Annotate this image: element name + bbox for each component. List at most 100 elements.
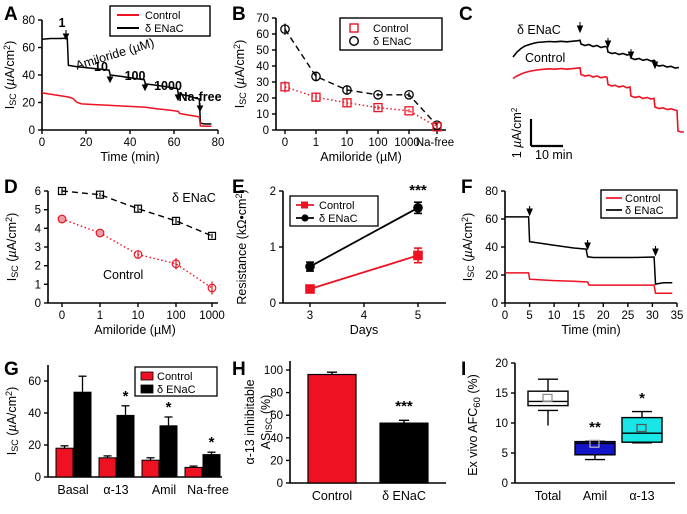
- panel-h-ytick-20: 20: [270, 455, 283, 467]
- panel-d-points-denac: [57, 186, 217, 241]
- panel-c-scalebar-vertical: 1 µA/cm2: [510, 107, 524, 158]
- panel-a-xtick-0: 0: [39, 137, 45, 149]
- panel-i-ytick-0: 0: [502, 478, 508, 490]
- panel-d-points-control: [57, 214, 217, 295]
- panel-f-chart: 0 20 40 60 80 0 5 10 15 20 25 30: [460, 186, 683, 337]
- panel-a-xtick-40: 40: [124, 137, 137, 149]
- panel-f-xtick-35: 35: [671, 310, 684, 322]
- panel-a-ytick-40: 40: [22, 70, 35, 82]
- panel-i-star-amil: **: [589, 419, 601, 436]
- panel-a-ann-dose1000: 1000: [154, 79, 182, 93]
- panel-f-xtick-10: 10: [548, 310, 561, 322]
- panel-g-errorbars: [60, 375, 216, 468]
- panel-f-xtick-20: 20: [597, 310, 610, 322]
- panel-f-legend-denac: δ ENaC: [625, 205, 664, 217]
- panel-f-xtick-25: 25: [622, 310, 635, 322]
- panel-a-ann-dose1: 1: [59, 16, 66, 30]
- panel-d-series-label-denac: δ ENaC: [172, 191, 216, 205]
- panel-d: D 0 1 2 3 4 5 6: [0, 165, 230, 337]
- panel-a: A 0 20 40 60 80 0 20: [0, 0, 230, 165]
- panel-d-ytick-3: 3: [35, 242, 41, 254]
- panel-b-xtick-100: 100: [368, 137, 387, 149]
- panel-i-box-total: [527, 378, 569, 426]
- panel-a-axes: 0 20 40 60 80 0 20 40 60 80 Time (min) I…: [2, 15, 224, 164]
- panel-d-ytick-2: 2: [35, 261, 41, 273]
- panel-h-ytick-0: 0: [277, 478, 283, 490]
- panel-a-ytick-20: 20: [22, 98, 35, 110]
- panel-f-ylabel: ISC (µA/cm2): [460, 213, 476, 282]
- panel-f-ytick-60: 60: [485, 214, 498, 226]
- panel-f-ytick-0: 0: [492, 298, 498, 310]
- panel-h-ylabel: α-13 inhibitable: [243, 379, 257, 464]
- panel-d-xtick-1000: 1000: [199, 310, 225, 322]
- panel-f-ytick-80: 80: [485, 186, 498, 198]
- panel-c-trace-denac: [512, 39, 680, 69]
- panel-a-legend-denac: δ ENaC: [145, 23, 184, 35]
- panel-a-legend: Control δ ENaC: [109, 5, 211, 37]
- panel-e-legend: Control δ ENaC: [289, 195, 379, 227]
- panel-d-xtick-10: 10: [132, 310, 145, 322]
- panel-f-ytick-20: 20: [485, 270, 498, 282]
- panel-e: E 0 1 2 3 4 5 Days Resistance (kΩ•cm2): [228, 165, 458, 337]
- panel-c-label: C: [459, 4, 473, 25]
- panel-b-ytick-10: 10: [256, 109, 269, 121]
- panel-d-ylabel: ISC (µA/cm2): [4, 213, 20, 282]
- panel-h-ytick-100: 100: [264, 365, 283, 377]
- panel-g-cat-amil: Amil: [152, 483, 176, 497]
- panel-i-significance: ** *: [589, 390, 645, 436]
- panel-f-xtick-5: 5: [526, 310, 532, 322]
- panel-g-ytick-60: 60: [28, 376, 41, 388]
- panel-h: H 0 20 40 60 80 100 α-13 inhibitable ASI…: [228, 337, 458, 514]
- panel-g-xlabels: Basal α-13 Amil Na-free: [57, 483, 229, 497]
- panel-g-ytick-20: 20: [28, 440, 41, 452]
- panel-c-annotations: δ ENaC Control: [517, 22, 659, 70]
- panel-b-ytick-20: 20: [256, 93, 269, 105]
- panel-f: F 0 20 40 60 80: [455, 165, 687, 337]
- panel-c-label-control: Control: [525, 51, 565, 65]
- panel-e-significance: ***: [409, 182, 427, 199]
- panel-b-legend-control: Control: [373, 23, 408, 35]
- panel-d-ytick-4: 4: [35, 223, 42, 235]
- panel-e-xtick-5: 5: [415, 310, 421, 322]
- panel-b-label: B: [232, 4, 246, 25]
- panel-f-xtick-15: 15: [572, 310, 585, 322]
- panel-g-significance: * * *: [123, 388, 215, 451]
- panel-h-bar-control: [307, 373, 357, 484]
- panel-g-ytick-40: 40: [28, 408, 41, 420]
- panel-e-ytick-2: 2: [270, 186, 276, 198]
- panel-h-label: H: [232, 359, 246, 380]
- panel-i-box-amil: [574, 439, 616, 461]
- panel-b: B 0 10 20 30 40 50 60 70: [228, 0, 458, 165]
- panel-a-ytick-0: 0: [29, 125, 35, 137]
- panel-h-bar-denac: [379, 422, 429, 484]
- panel-i-label: I: [461, 359, 467, 380]
- panel-h-ytick-60: 60: [270, 410, 283, 422]
- panel-i-ytick-15: 15: [495, 388, 508, 400]
- panel-i: I 0 5 10 15 20 Ex vivo AFC60 (%): [455, 337, 687, 514]
- panel-e-legend-denac: δ ENaC: [319, 213, 358, 225]
- panel-d-ytick-0: 0: [35, 298, 41, 310]
- panel-a-ylabel: ISC (µA/cm2): [2, 41, 18, 110]
- panel-h-errorbars: [327, 371, 409, 424]
- panel-g-star-nafree: *: [209, 434, 215, 451]
- panel-h-cat-denac: δ ENaC: [382, 489, 426, 503]
- panel-e-xtick-4: 4: [361, 310, 368, 322]
- panel-g-cat-nafree: Na-free: [187, 483, 229, 497]
- panel-i-box-a13: [621, 410, 663, 444]
- panel-b-ytick-40: 40: [256, 61, 269, 73]
- panel-h-ytick-80: 80: [270, 388, 283, 400]
- panel-f-axes: 0 20 40 60 80 0 5 10 15 20 25 30: [460, 186, 683, 337]
- panel-i-ytick-20: 20: [495, 358, 508, 370]
- panel-g-label: G: [4, 359, 19, 380]
- panel-d-ytick-1: 1: [35, 279, 41, 291]
- panel-b-ytick-30: 30: [256, 77, 269, 89]
- panel-d-xtick-1: 1: [97, 310, 103, 322]
- panel-c-trace-control: [512, 66, 684, 133]
- panel-f-legend: Control δ ENaC: [600, 189, 678, 219]
- panel-e-line-denac: [309, 207, 419, 268]
- panel-d-line-denac: [61, 190, 213, 237]
- panel-g-ytick-0: 0: [35, 472, 41, 484]
- panel-b-ytick-0: 0: [263, 125, 269, 137]
- panel-d-label: D: [4, 177, 18, 198]
- panel-b-points-control: [280, 81, 442, 132]
